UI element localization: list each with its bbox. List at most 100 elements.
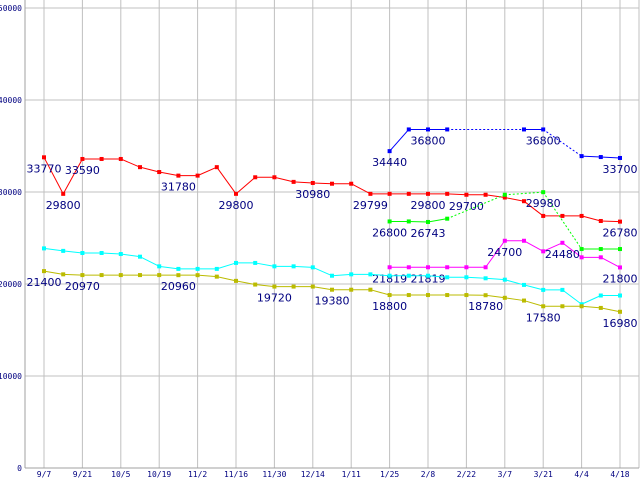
red-series-segment (447, 193, 467, 196)
x-tick-label: 10/19 (147, 470, 171, 479)
olive-data-label: 21400 (27, 276, 62, 289)
red-data-point (598, 218, 603, 223)
red-series-segment (312, 182, 333, 185)
cyan-series-segment (523, 284, 544, 291)
green-data-point (445, 216, 450, 221)
red-series-segment (43, 157, 64, 195)
red-data-point (176, 173, 181, 178)
olive-data-point (176, 273, 181, 278)
blue-data-point (579, 154, 584, 159)
olive-data-point (234, 278, 238, 283)
red-data-point (541, 213, 546, 218)
olive-series-segment (235, 280, 256, 286)
green-data-point (579, 247, 584, 252)
green-data-point (541, 190, 546, 195)
x-tick-label: 9/7 (37, 470, 52, 479)
cyan-data-point (99, 250, 104, 255)
olive-data-point (138, 273, 142, 278)
red-data-point (272, 175, 277, 180)
magenta-data-point (445, 265, 450, 270)
olive-data-label: 19380 (315, 295, 350, 308)
red-data-point (368, 191, 373, 196)
olive-series-segment (43, 270, 64, 275)
green-series-segment (542, 191, 583, 250)
cyan-data-point (272, 264, 277, 269)
cyan-series-segment (504, 279, 525, 286)
x-tick-label: 4/18 (610, 470, 629, 479)
olive-data-label: 17580 (526, 311, 561, 324)
magenta-series-segment (485, 240, 506, 268)
cyan-data-point (349, 272, 354, 277)
green-data-point (387, 219, 392, 224)
olive-data-point (42, 269, 46, 274)
red-data-point (406, 191, 411, 196)
olive-series-segment (485, 294, 505, 299)
red-series-segment (159, 171, 179, 177)
blue-data-label: 36800 (526, 134, 561, 147)
red-data-point (330, 181, 334, 186)
olive-data-point (118, 273, 123, 278)
x-tick-label: 11/30 (262, 470, 286, 479)
red-series-segment (485, 194, 505, 199)
cyan-series-segment (101, 252, 121, 255)
red-series-segment (350, 183, 371, 195)
red-series-segment (274, 176, 294, 183)
red-series-segment (120, 158, 141, 168)
red-data-point (349, 181, 354, 186)
olive-series-segment (581, 305, 601, 309)
magenta-data-point (598, 255, 603, 260)
olive-data-label: 18800 (372, 300, 407, 313)
olive-series-segment (63, 273, 83, 276)
cyan-series-segment (370, 273, 390, 277)
red-series-segment (293, 181, 313, 184)
x-tick-label: 3/21 (534, 470, 553, 479)
cyan-data-point (310, 265, 315, 270)
cyan-series-segment (312, 266, 333, 277)
red-data-point (502, 195, 507, 200)
olive-data-point (502, 295, 507, 300)
cyan-data-point (541, 287, 546, 292)
magenta-data-point (406, 265, 411, 270)
green-series-segment (408, 220, 429, 223)
cyan-series-segment (331, 273, 352, 277)
magenta-series-segment (562, 242, 582, 258)
red-series-segment (197, 166, 218, 177)
olive-data-point (560, 304, 565, 309)
x-tick-label: 2/22 (457, 470, 476, 479)
cyan-data-point (618, 293, 622, 298)
olive-data-point (387, 293, 392, 298)
red-data-label: 29700 (449, 200, 484, 213)
y-tick-label: 0 (17, 464, 22, 473)
red-data-label: 33590 (65, 164, 100, 177)
blue-series-segment (600, 156, 621, 159)
red-data-point (464, 192, 469, 197)
cyan-data-point (291, 264, 296, 269)
red-data-point (579, 213, 584, 218)
green-data-point (406, 219, 411, 224)
olive-data-point (253, 282, 258, 287)
red-series-segment (600, 220, 621, 223)
cyan-series-segment (120, 253, 141, 258)
red-data-label: 30980 (295, 188, 330, 201)
cyan-series-segment (216, 262, 237, 270)
red-data-point (426, 191, 430, 196)
magenta-data-point (426, 265, 430, 270)
x-tick-label: 1/25 (380, 470, 399, 479)
red-series-segment (523, 200, 544, 217)
cyan-data-point (464, 275, 469, 280)
blue-data-label: 34440 (372, 156, 407, 169)
olive-data-point (579, 304, 584, 309)
olive-data-point (464, 293, 469, 298)
cyan-data-point (330, 273, 334, 278)
olive-data-label: 20970 (65, 280, 100, 293)
olive-data-point (368, 287, 373, 292)
x-tick-label: 12/14 (301, 470, 325, 479)
red-data-point (310, 180, 315, 185)
olive-series-segment (312, 286, 333, 291)
cyan-data-point (598, 293, 603, 298)
red-data-label: 29800 (219, 199, 254, 212)
red-data-point (483, 192, 488, 197)
blue-data-label: 36800 (411, 134, 446, 147)
cyan-data-point (80, 250, 85, 255)
